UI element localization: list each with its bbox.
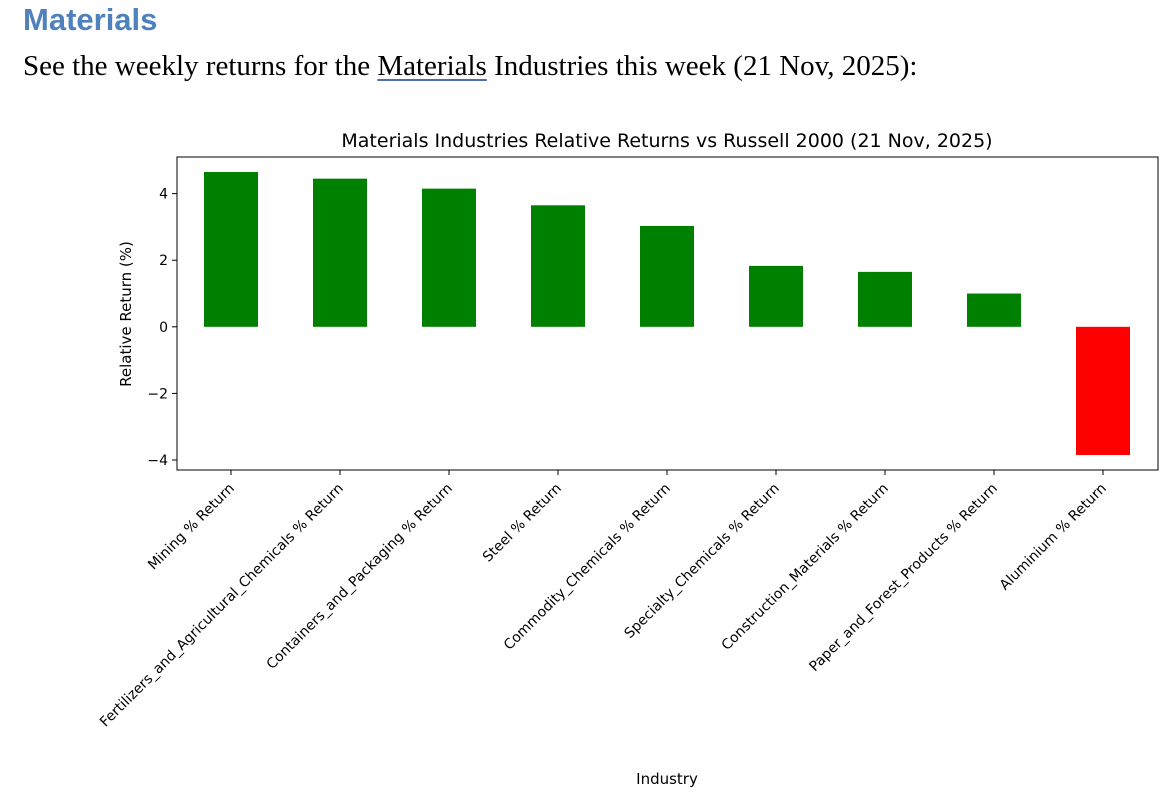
x-tick-label: Steel % Return [480, 481, 565, 566]
bar [640, 225, 694, 327]
y-tick-label: 2 [159, 253, 168, 269]
bar [967, 293, 1021, 327]
section-heading: Materials [23, 2, 158, 37]
bar [422, 188, 476, 327]
x-tick-label: Aluminium % Return [997, 481, 1110, 594]
y-axis-label: Relative Return (%) [117, 241, 135, 387]
y-tick-label: −2 [147, 386, 168, 402]
x-tick-label: Containers_and_Packaging % Return [264, 481, 456, 673]
chart-title: Materials Industries Relative Returns vs… [341, 130, 992, 152]
bar [749, 265, 803, 327]
bar [531, 205, 585, 327]
x-tick-label: Fertilizers_and_Agricultural_Chemicals %… [97, 481, 347, 731]
bar [313, 178, 367, 327]
y-tick-label: −4 [147, 453, 168, 469]
bar [858, 271, 912, 327]
y-tick-label: 4 [159, 187, 168, 203]
intro-suffix: Industries this week (21 Nov, 2025): [486, 50, 918, 82]
bar-chart: Materials Industries Relative Returns vs… [97, 130, 1159, 788]
y-axis: 4 2 0 −2 −4 [147, 187, 177, 469]
x-tick-label: Mining % Return [145, 481, 238, 574]
y-tick-label: 0 [159, 320, 168, 336]
bar [1076, 326, 1130, 456]
plot-frame [176, 156, 1159, 471]
intro-prefix: See the weekly returns for the [23, 50, 378, 82]
intro-paragraph: See the weekly returns for the Materials… [23, 50, 917, 83]
materials-link[interactable]: Materials [377, 50, 487, 82]
x-tick-label: Paper_and_Forest_Products % Return [806, 481, 1000, 675]
bars-group [204, 171, 1130, 456]
x-axis: Mining % ReturnFertilizers_and_Agricultu… [97, 470, 1110, 730]
x-axis-label: Industry [636, 770, 698, 788]
bar [204, 171, 258, 327]
